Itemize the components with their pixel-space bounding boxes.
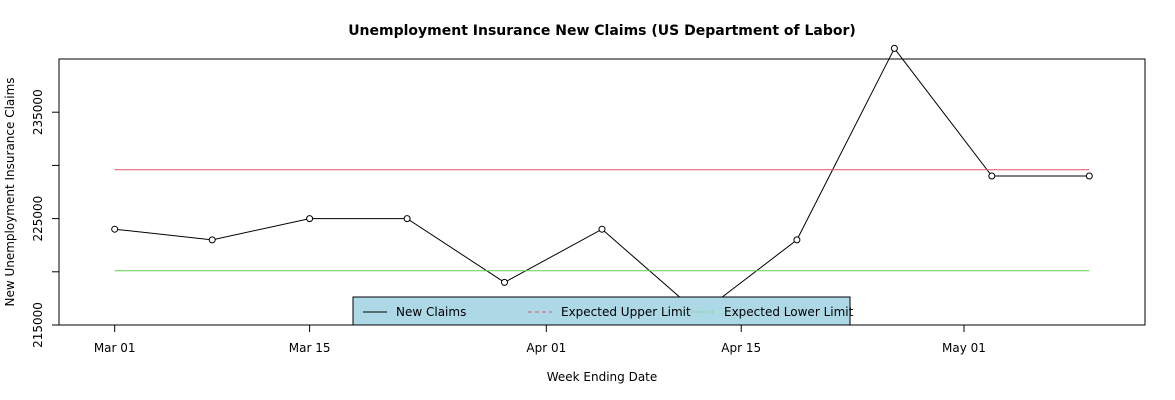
series-line-0 <box>114 47 1090 316</box>
data-point-1 <box>208 236 216 244</box>
data-point-2 <box>306 215 314 223</box>
y-tick-label: 215000 <box>31 302 45 348</box>
x-tick-label: May 01 <box>942 341 986 355</box>
y-axis-label: New Unemployment Insurance Claims <box>3 77 17 306</box>
data-point-9 <box>988 172 996 180</box>
y-tick-label: 225000 <box>31 196 45 242</box>
x-axis-label: Week Ending Date <box>547 370 658 384</box>
y-tick-label: 235000 <box>31 89 45 135</box>
legend-box <box>352 296 851 326</box>
x-tick-label: Mar 15 <box>289 341 331 355</box>
x-tick-label: Mar 01 <box>94 341 136 355</box>
legend-label-1: Expected Upper Limit <box>561 305 691 319</box>
data-point-7 <box>793 236 801 244</box>
legend: New Claims Expected Upper Limit Expected L… <box>352 296 854 326</box>
data-point-0 <box>111 225 119 233</box>
legend-label-2: Expected Lower Limit <box>724 305 854 319</box>
legend-label-0: New Claims <box>396 305 466 319</box>
data-point-4 <box>501 278 508 286</box>
data-point-5 <box>598 225 606 233</box>
plot-frame <box>58 58 1146 326</box>
data-point-10 <box>1085 172 1093 180</box>
x-tick-label: Apr 01 <box>526 341 566 355</box>
data-point-8 <box>890 44 898 52</box>
plot-layer <box>111 44 1093 318</box>
x-tick-label: Apr 15 <box>721 341 761 355</box>
chart-title: Unemployment Insurance New Claims (US De… <box>348 23 856 39</box>
data-point-3 <box>403 215 411 223</box>
